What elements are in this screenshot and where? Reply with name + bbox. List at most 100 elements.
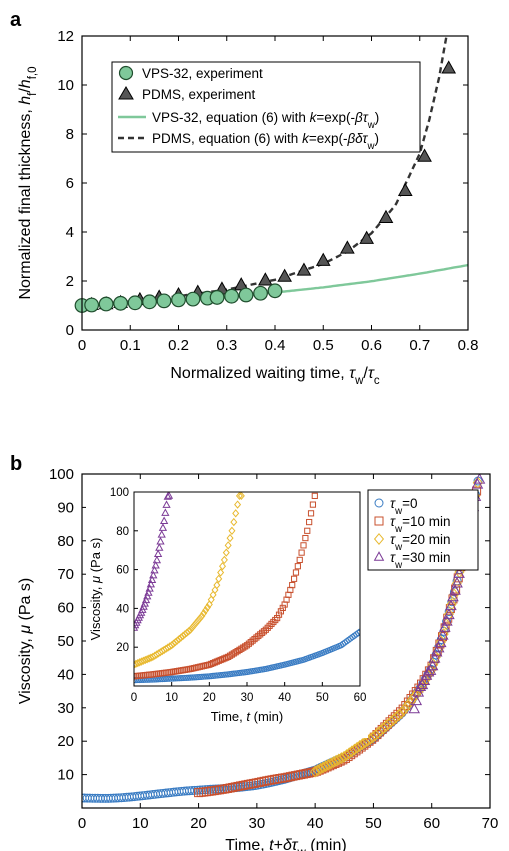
purple-triangle-marker (447, 590, 459, 602)
red-square-inset-marker (274, 615, 281, 622)
yellow-diamond-marker (394, 708, 405, 721)
yellow-diamond-inset-marker (171, 638, 179, 647)
red-square-inset-marker (257, 631, 264, 638)
yellow-diamond-inset-marker (190, 621, 198, 630)
inset-y-axis-title: Viscosity, μ (Pa s) (88, 538, 103, 641)
y-axis-title: Normalized final thickness, hf/hf,0 (17, 66, 39, 299)
inset-x-axis-title: Time, t (min) (211, 709, 283, 724)
purple-triangle-inset-marker (155, 543, 164, 551)
purple-triangle-marker (410, 694, 423, 706)
yellow-diamond-marker (399, 703, 410, 716)
y-tick-label-b: 40 (57, 666, 74, 683)
yellow-diamond-inset-marker (234, 500, 242, 509)
panel-a-label: a (10, 9, 22, 31)
purple-triangle-marker (434, 636, 447, 648)
inset-x-tick-label: 20 (203, 692, 216, 704)
inset-y-tick-label: 60 (116, 565, 129, 577)
legend-label-pdms-exp: PDMS, experiment (142, 87, 256, 102)
purple-triangle-inset-marker (150, 565, 159, 574)
red-square-marker (451, 584, 461, 594)
vps-data-point (238, 287, 254, 303)
y-tick-label: 12 (57, 28, 74, 45)
inset-x-tick-label: 50 (316, 692, 329, 704)
yellow-diamond-inset-marker (194, 616, 202, 625)
yellow-diamond-inset-marker (203, 603, 211, 612)
y-tick-label-b: 10 (57, 767, 74, 784)
legend-vps-marker (118, 65, 134, 81)
yellow-diamond-inset-marker (217, 568, 225, 577)
purple-triangle-inset-marker (153, 549, 163, 557)
yellow-diamond-inset-marker (192, 618, 200, 628)
pdms-data-point (417, 148, 432, 162)
yellow-diamond-marker (328, 756, 339, 769)
red-square-inset-marker (304, 527, 311, 534)
yellow-diamond-marker (323, 758, 334, 771)
pdms-data-point (359, 230, 375, 244)
pdms-data-point (441, 60, 457, 74)
red-square-inset-marker (260, 628, 268, 635)
purple-triangle-inset-marker (151, 560, 160, 569)
red-square-inset-marker (253, 634, 260, 641)
purple-triangle-inset-marker (141, 595, 151, 604)
pdms-data-point (378, 209, 394, 223)
yellow-diamond-inset-marker (186, 625, 195, 634)
red-square-inset-marker (251, 635, 258, 643)
red-square-inset-marker (272, 616, 279, 624)
purple-triangle-marker (449, 584, 461, 595)
x-tick-label: 0 (78, 337, 86, 354)
legend-box (111, 61, 421, 153)
red-square-marker (409, 690, 419, 700)
red-square-inset-marker (309, 501, 317, 508)
pdms-data-point (258, 272, 273, 286)
x-tick-label-b: 60 (423, 815, 440, 832)
yellow-diamond-marker (317, 761, 329, 774)
yellow-diamond-marker (396, 706, 407, 719)
purple-triangle-marker (436, 629, 449, 640)
purple-triangle-inset-marker (144, 588, 153, 596)
red-square-inset-marker (294, 563, 301, 570)
y-tick-label-b: 100 (49, 466, 74, 483)
vps-data-point (171, 292, 186, 308)
vps-data-point (113, 295, 128, 311)
purple-triangle-marker (418, 674, 431, 685)
red-square-inset-marker (270, 618, 277, 626)
y-tick-label-b: 80 (57, 533, 74, 550)
x-tick-label-b: 20 (190, 815, 207, 832)
vps-data-point (224, 288, 239, 304)
yellow-diamond-inset-marker (220, 555, 228, 565)
purple-triangle-legend-marker (373, 551, 385, 561)
vps-data-point (156, 293, 172, 309)
inset-x-tick-label: 30 (241, 692, 254, 704)
yellow-diamond-inset-marker (175, 634, 183, 644)
red-square-inset-marker (311, 492, 318, 499)
y-tick-label-b: 20 (57, 733, 74, 750)
purple-triangle-marker (471, 478, 484, 489)
blue-circle-legend-marker (374, 498, 384, 508)
vps-data-point (209, 290, 225, 305)
yellow-diamond-inset-marker (173, 636, 181, 645)
purple-triangle-inset-marker (158, 523, 168, 531)
yellow-diamond-inset-marker (222, 548, 230, 557)
red-square-inset-marker (279, 604, 286, 612)
x-tick-label: 0.4 (265, 337, 286, 354)
yellow-diamond-marker (320, 760, 331, 773)
yellow-diamond-inset-marker (170, 639, 178, 648)
x-axis-title: Normalized waiting time, τw/τc (170, 365, 379, 387)
vps-data-point (142, 294, 157, 310)
yellow-diamond-inset-marker (237, 492, 245, 501)
purple-triangle-inset-marker (159, 516, 169, 524)
yellow-diamond-marker (312, 764, 323, 777)
inset-x-tick-label: 40 (278, 692, 291, 704)
y-tick-label-b: 90 (57, 499, 74, 516)
x-tick-label: 0.2 (168, 337, 189, 354)
legend-label-tw0: τw=0 (390, 496, 418, 517)
yellow-diamond-inset-marker (226, 533, 234, 543)
y-tick-label: 8 (66, 126, 74, 143)
red-square-inset-marker (292, 569, 300, 576)
red-square-inset-marker (300, 542, 307, 549)
red-square-inset-marker (266, 622, 273, 629)
panel-b-inset-chart: 0 10 20 30 40 50 60 20 40 60 80 100 Time, t (min) Vis… (86, 482, 479, 738)
y-tick-label-b: 60 (57, 600, 74, 617)
x-tick-label-b: 30 (249, 815, 266, 832)
red-square-inset-marker (290, 575, 298, 582)
